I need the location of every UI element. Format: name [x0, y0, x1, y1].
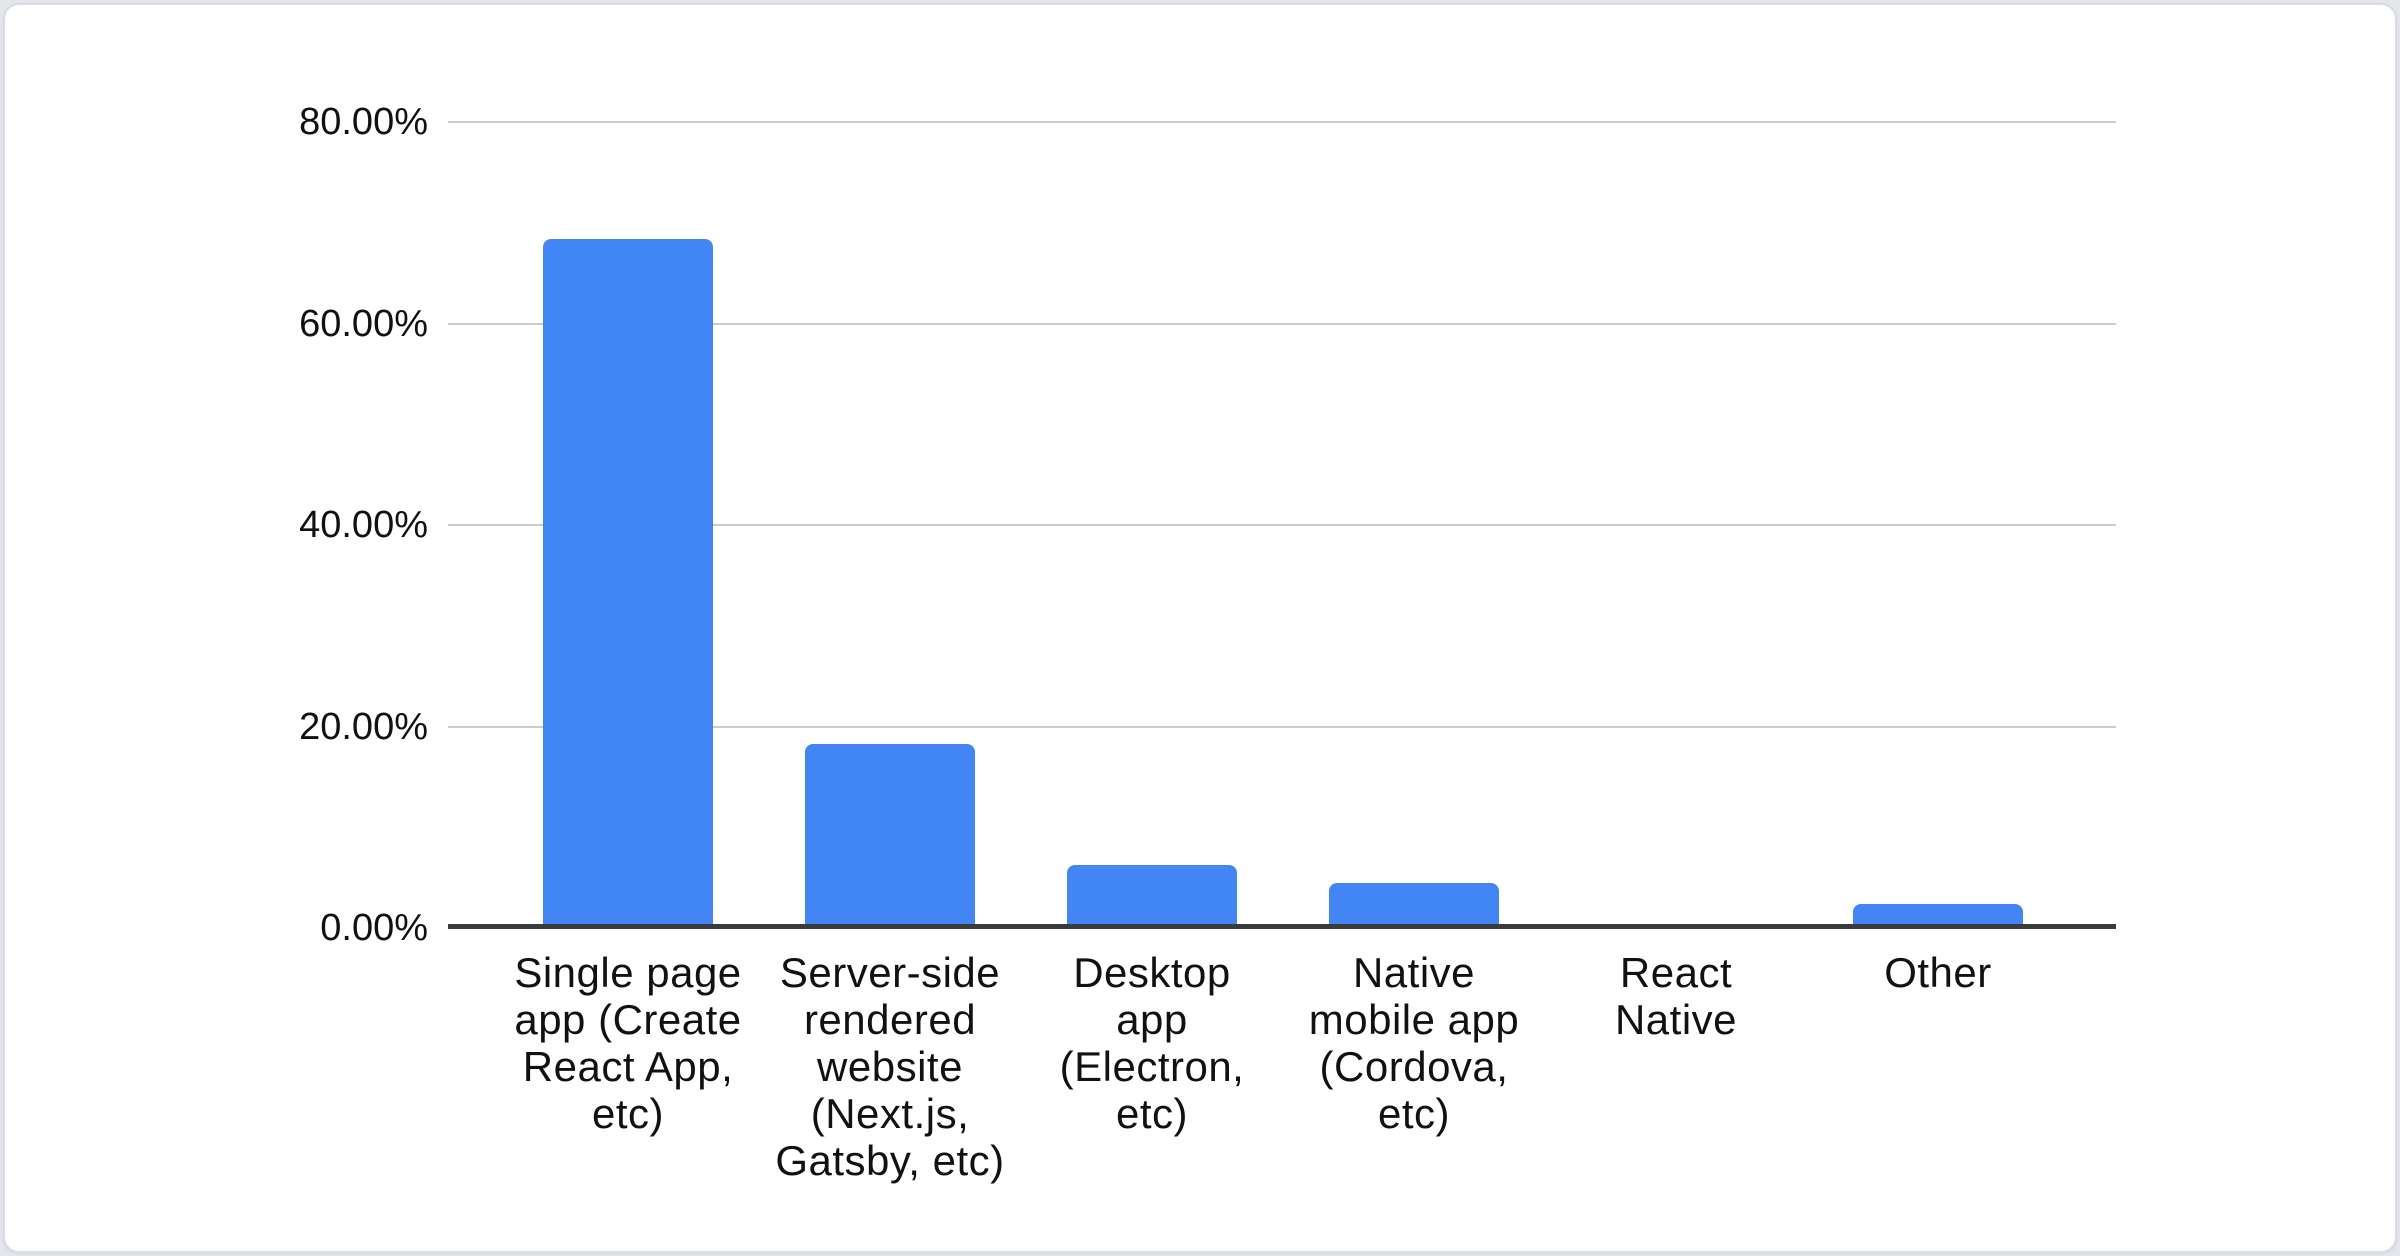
bar-chart: 80.00% 60.00% 40.00% 20.00% 0.00% Single pag… — [5, 5, 2395, 1251]
x-axis-category-label: Other — [1884, 949, 1992, 996]
x-axis-category-label: Native mobile app (Cordova, etc) — [1308, 949, 1520, 1137]
plot-area — [448, 121, 2116, 928]
x-axis-category-label: React Native — [1614, 949, 1738, 1043]
x-axis-category-label: Server-side rendered website (Next.js, G… — [775, 949, 1005, 1184]
bar[interactable] — [805, 744, 975, 928]
y-axis-tick-label: 0.00% — [320, 907, 428, 949]
gridline — [448, 524, 2116, 526]
x-axis-category-label: Desktop app (Electron, etc) — [1059, 949, 1245, 1137]
gridline — [448, 121, 2116, 123]
bar[interactable] — [1329, 883, 1499, 928]
bar[interactable] — [1067, 865, 1237, 928]
y-axis-tick-label: 20.00% — [299, 705, 428, 748]
gridline — [448, 725, 2116, 728]
gridline — [448, 322, 2116, 325]
y-axis-tick-label: 80.00% — [299, 101, 428, 143]
y-axis-tick-label: 60.00% — [299, 302, 428, 345]
x-axis-baseline — [448, 924, 2116, 929]
x-axis-category-label: Single page app (Create React App, etc) — [514, 949, 742, 1137]
bar[interactable] — [543, 239, 713, 928]
chart-card: 80.00% 60.00% 40.00% 20.00% 0.00% Single pag… — [3, 3, 2397, 1253]
y-axis-tick-label: 40.00% — [299, 504, 428, 546]
